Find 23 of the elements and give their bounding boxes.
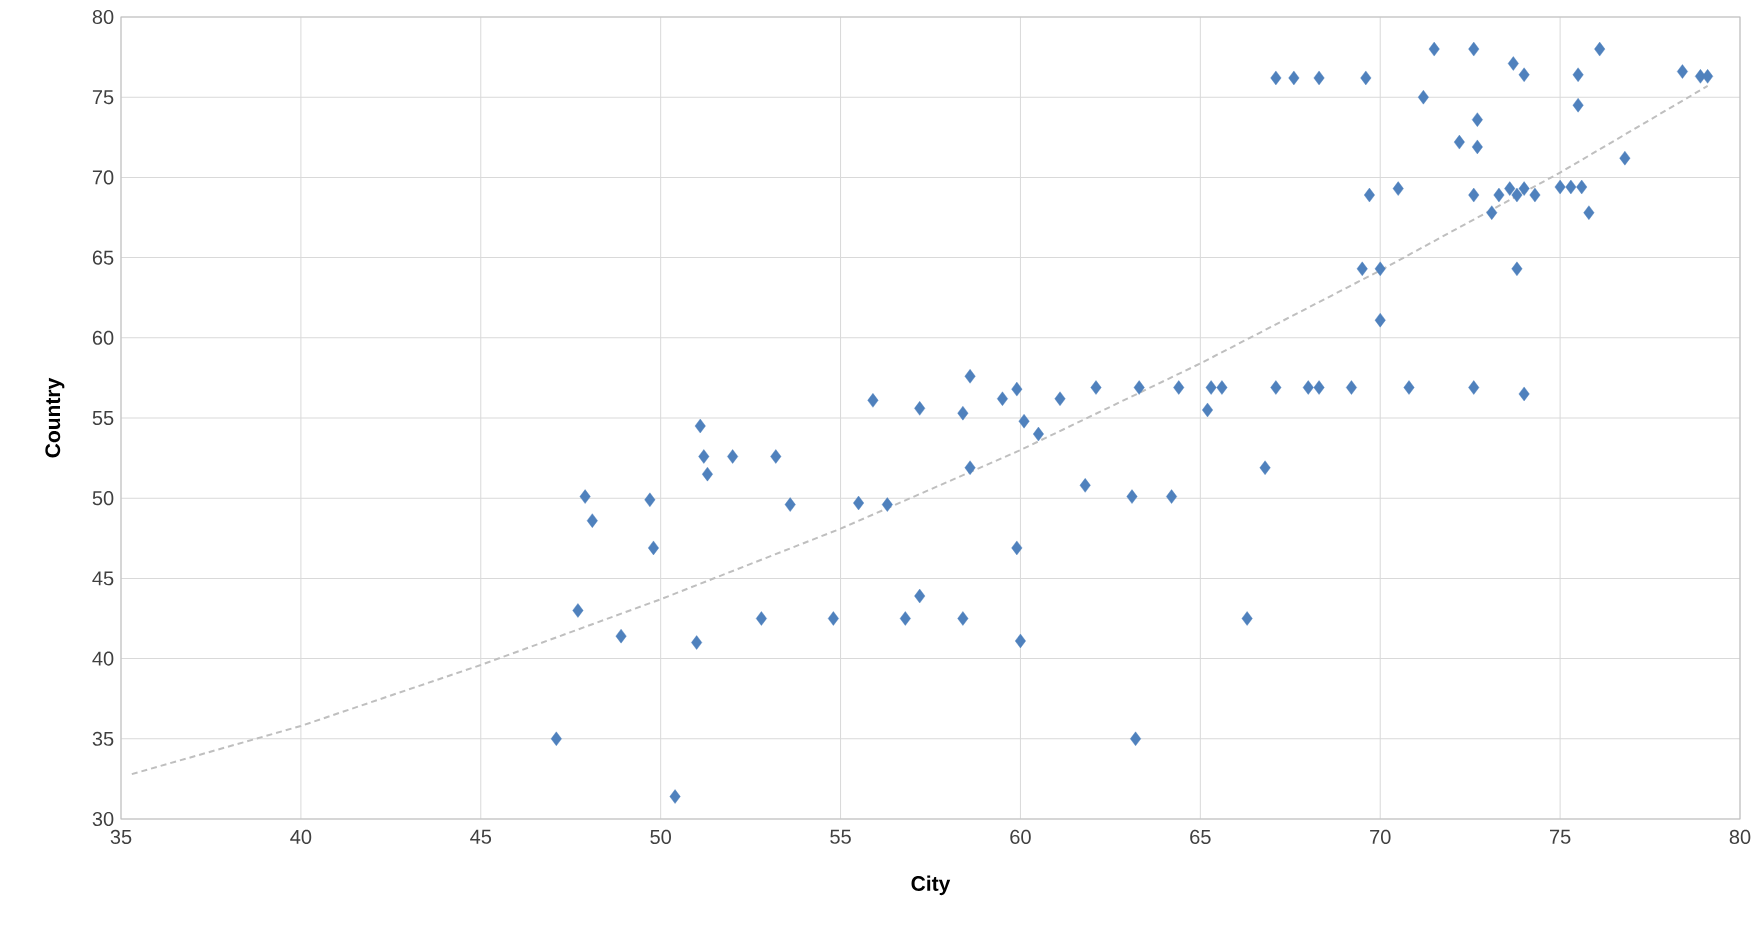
y-tick-label: 55 <box>92 411 114 425</box>
y-tick-label: 50 <box>92 491 114 506</box>
y-tick-label: 35 <box>92 731 114 746</box>
x-tick-label: 35 <box>110 829 132 845</box>
y-tick-label: 45 <box>92 571 114 586</box>
y-tick-label: 40 <box>92 651 114 666</box>
x-tick-label: 65 <box>1190 829 1211 845</box>
x-axis-title: City <box>911 875 951 896</box>
x-tick-label: 60 <box>1010 829 1031 845</box>
x-tick-label: 55 <box>830 829 851 844</box>
x-tick-label: 80 <box>1729 829 1751 845</box>
y-tick-label: 75 <box>92 90 114 105</box>
y-axis-title: Country <box>45 377 65 458</box>
y-tick-label: 60 <box>92 330 114 345</box>
y-tick-label: 65 <box>92 250 114 265</box>
x-tick-label: 75 <box>1550 829 1571 844</box>
x-tick-label: 45 <box>470 829 492 844</box>
y-tick-label: 30 <box>92 811 114 827</box>
x-tick-label: 50 <box>650 829 671 845</box>
y-tick-label: 80 <box>92 9 114 25</box>
x-tick-label: 40 <box>290 829 312 845</box>
y-tick-label: 70 <box>92 170 114 185</box>
x-tick-label: 70 <box>1370 829 1391 845</box>
